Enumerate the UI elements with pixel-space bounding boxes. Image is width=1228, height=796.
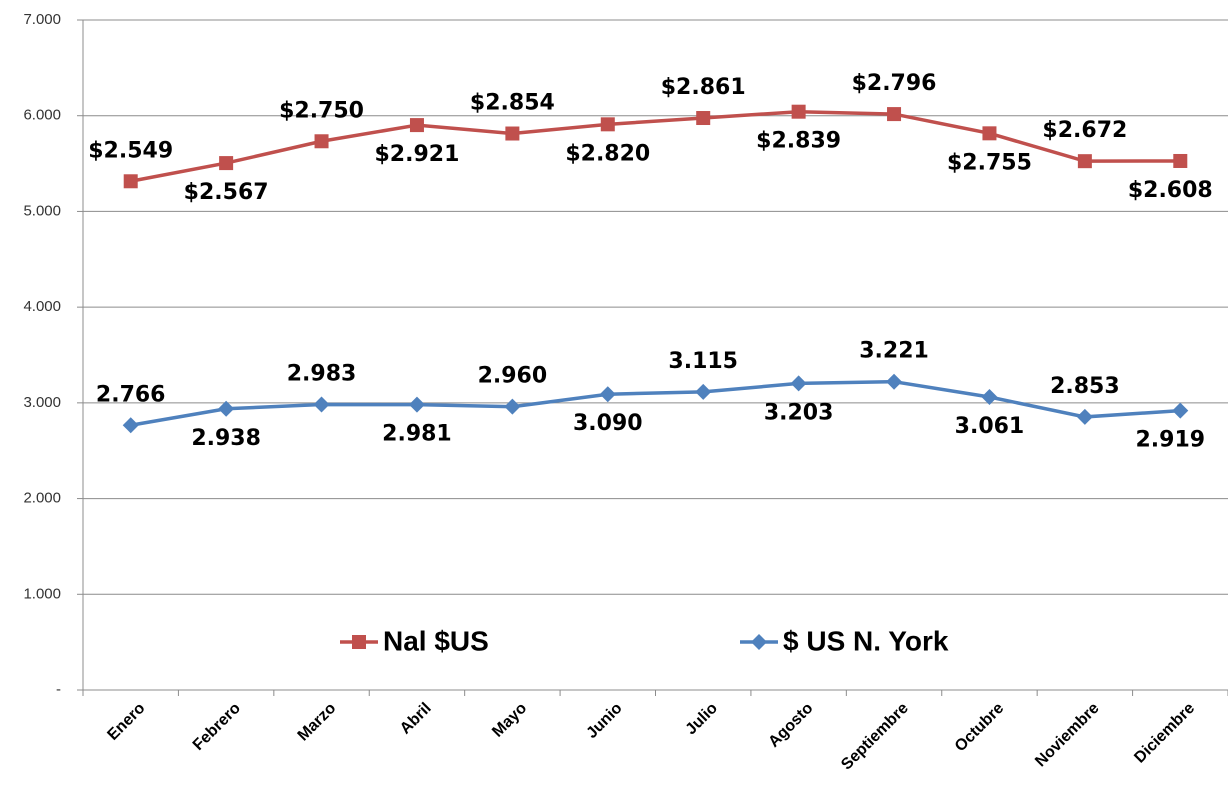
series-line xyxy=(130,379,1181,427)
marker xyxy=(219,156,234,171)
data-label: 2.853 xyxy=(1050,374,1120,399)
marker xyxy=(122,417,139,434)
data-label: 2.981 xyxy=(382,422,452,447)
marker xyxy=(886,373,903,390)
marker xyxy=(314,134,329,149)
x-tick-label: Octubre xyxy=(952,700,1007,755)
marker xyxy=(504,398,521,415)
marker xyxy=(1076,408,1093,425)
legend-label: $ US N. York xyxy=(783,625,949,656)
marker xyxy=(1077,154,1092,169)
marker xyxy=(408,396,425,413)
marker xyxy=(751,634,767,650)
y-tick-label: 4.000 xyxy=(23,298,61,315)
marker xyxy=(982,126,997,141)
marker xyxy=(599,386,616,403)
data-label: 3.090 xyxy=(573,411,643,436)
marker xyxy=(981,389,998,406)
data-label: $2.921 xyxy=(375,142,460,167)
data-label: $2.608 xyxy=(1128,178,1213,203)
x-tick-label: Agosto xyxy=(765,700,816,751)
data-label: $2.750 xyxy=(279,98,364,123)
marker xyxy=(790,375,807,392)
marker xyxy=(695,383,712,400)
x-tick-label: Julio xyxy=(683,700,722,739)
data-label: $2.854 xyxy=(470,91,555,116)
data-label: 2.919 xyxy=(1135,428,1205,453)
data-label: $2.839 xyxy=(756,129,841,154)
data-label: 2.983 xyxy=(287,361,357,386)
data-label: $2.820 xyxy=(565,141,650,166)
data-label: $2.567 xyxy=(184,180,269,205)
data-label: 2.938 xyxy=(191,426,261,451)
marker xyxy=(887,107,902,122)
x-tick-label: Febrero xyxy=(190,700,244,754)
y-tick-label: 3.000 xyxy=(23,394,61,411)
marker xyxy=(218,400,235,417)
x-tick-label: Mayo xyxy=(489,700,530,741)
data-label: $2.861 xyxy=(661,75,746,100)
data-label: $2.549 xyxy=(88,138,173,163)
marker xyxy=(1173,153,1188,168)
data-label: 3.061 xyxy=(955,414,1025,439)
marker xyxy=(123,174,138,189)
x-tick-label: Junio xyxy=(583,700,625,742)
marker xyxy=(352,635,366,649)
marker xyxy=(1172,402,1189,419)
series-line xyxy=(130,109,1181,183)
marker xyxy=(313,396,330,413)
data-label: 2.766 xyxy=(96,382,166,407)
marker xyxy=(409,118,424,133)
x-tick-label: Diciembre xyxy=(1131,700,1198,767)
data-label: 3.203 xyxy=(764,400,834,425)
y-tick-label: 7.000 xyxy=(23,11,61,28)
y-tick-label: 2.000 xyxy=(23,490,61,507)
y-tick-label: 6.000 xyxy=(23,107,61,124)
x-tick-label: Noviembre xyxy=(1032,700,1103,771)
x-tick-label: Septiembre xyxy=(838,700,912,774)
y-tick-label: - xyxy=(56,681,61,698)
marker xyxy=(600,117,615,132)
legend-label: Nal $US xyxy=(383,625,489,656)
marker xyxy=(791,104,806,119)
marker xyxy=(505,126,520,141)
data-label: 3.115 xyxy=(668,349,738,374)
data-label: $2.672 xyxy=(1042,118,1127,143)
data-label: $2.755 xyxy=(947,150,1032,175)
y-tick-label: 1.000 xyxy=(23,585,61,602)
data-label: $2.796 xyxy=(852,71,937,96)
data-label: 2.960 xyxy=(478,364,548,389)
x-tick-label: Abril xyxy=(397,700,435,738)
marker xyxy=(696,111,711,126)
data-label: 3.221 xyxy=(859,339,929,364)
y-tick-label: 5.000 xyxy=(23,202,61,219)
x-tick-label: Marzo xyxy=(295,700,340,745)
x-tick-label: Enero xyxy=(104,700,148,744)
